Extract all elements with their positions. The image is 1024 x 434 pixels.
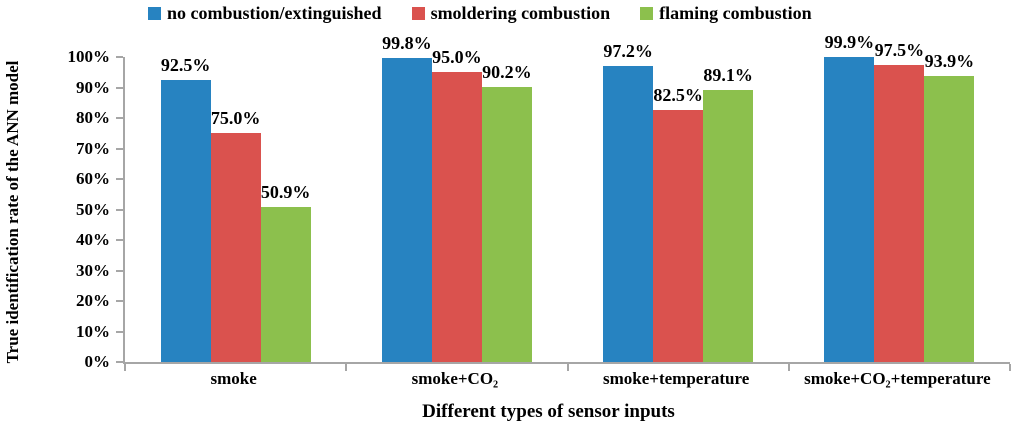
y-tick-label: 90% xyxy=(76,77,110,97)
y-tick-label: 60% xyxy=(76,169,110,188)
y-tick-mark xyxy=(116,147,123,150)
legend-label: flaming combustion xyxy=(659,3,812,23)
y-tick-label: 30% xyxy=(76,260,110,280)
bar-value-label: 99.9% xyxy=(824,32,875,53)
y-tick-mark xyxy=(116,300,123,302)
legend-label: smoldering combustion xyxy=(430,3,611,23)
bar: 99.9% xyxy=(824,32,875,362)
x-axis-category-labels: smoke smoke+CO₂ smoke+temperature smoke+CO₂… xyxy=(123,369,1008,391)
legend-item: smoldering combustion xyxy=(411,3,611,23)
legend-swatch xyxy=(640,6,654,20)
bar: 95.0% xyxy=(431,47,482,362)
legend: no combustion/extinguished smoldering com… xyxy=(148,3,812,23)
x-tick-mark xyxy=(566,364,569,371)
y-tick-mark xyxy=(116,56,123,58)
legend-swatch xyxy=(148,6,161,20)
bar: 99.8% xyxy=(381,33,432,362)
y-tick-label: 10% xyxy=(76,321,110,341)
y-tick-mark xyxy=(116,86,123,89)
y-axis-labels: 0% 10% 20% 30% 40% 50% 60% 70% 80% 90% 100% xyxy=(0,47,111,371)
y-tick-mark xyxy=(116,269,123,272)
bar-group: 97.2% 82.5% 89.1% xyxy=(568,41,789,362)
bar: 90.2% xyxy=(481,62,532,362)
y-tick-label: 40% xyxy=(76,230,110,249)
legend-label: no combustion/extinguished xyxy=(167,3,382,23)
bar-value-label: 93.9% xyxy=(924,50,975,71)
bar-value-label: 97.5% xyxy=(874,39,925,60)
bar: 50.9% xyxy=(260,182,311,362)
legend-swatch xyxy=(411,6,425,20)
bar: 92.5% xyxy=(160,55,211,362)
bar-value-label: 95.0% xyxy=(432,47,482,68)
bar-value-label: 82.5% xyxy=(653,85,703,106)
y-tick-label: 0% xyxy=(84,352,111,371)
bar-value-label: 90.2% xyxy=(482,61,532,82)
y-tick-mark xyxy=(116,208,123,211)
bar: 93.9% xyxy=(924,51,975,362)
bar: 89.1% xyxy=(703,65,754,362)
y-tick-mark xyxy=(116,117,123,119)
category-label: smoke xyxy=(210,369,257,388)
bar: 97.2% xyxy=(603,41,654,362)
y-tick-label: 80% xyxy=(76,108,110,127)
bar-value-label: 99.8% xyxy=(382,32,432,53)
legend-item: flaming combustion xyxy=(640,3,812,23)
y-tick-label: 70% xyxy=(76,138,110,158)
bar: 97.5% xyxy=(874,40,925,362)
bar: 82.5% xyxy=(653,85,704,362)
x-tick-mark xyxy=(787,364,790,371)
y-tick-label: 50% xyxy=(76,199,110,219)
bar-group: 99.8% 95.0% 90.2% xyxy=(346,33,567,362)
category-label: smoke+CO₂ xyxy=(411,369,499,388)
x-tick-mark xyxy=(345,364,348,371)
y-tick-label: 20% xyxy=(76,291,110,310)
bar-value-label: 75.0% xyxy=(210,108,261,129)
y-tick-mark xyxy=(116,239,123,241)
x-axis-title: Different types of sensor inputs xyxy=(422,401,675,422)
bar-groups: 92.5% 75.0% 50.9% 99.8% 95.0% 90.2% 97.2% 82.5%… xyxy=(125,32,1010,362)
bar-group: 92.5% 75.0% 50.9% xyxy=(125,55,346,362)
category-label: smoke+CO₂+temperature xyxy=(804,369,991,388)
legend-item: no combustion/extinguished xyxy=(148,3,382,23)
bar-value-label: 97.2% xyxy=(603,40,653,61)
y-tick-mark xyxy=(116,178,123,180)
bar-value-label: 92.5% xyxy=(160,54,211,75)
bar: 75.0% xyxy=(210,108,261,362)
bar-group: 99.9% 97.5% 93.9% xyxy=(789,32,1010,362)
y-tick-mark xyxy=(116,361,123,363)
y-tick-mark xyxy=(116,330,123,333)
bar-value-label: 89.1% xyxy=(703,65,753,86)
x-tick-mark xyxy=(124,364,126,371)
category-label: smoke+temperature xyxy=(602,369,750,388)
bar-value-label: 50.9% xyxy=(260,181,311,202)
plot-area: 92.5% 75.0% 50.9% 99.8% 95.0% 90.2% 97.2% 82.5%… xyxy=(116,32,1011,371)
y-tick-label: 100% xyxy=(67,47,111,66)
x-tick-mark xyxy=(1009,364,1011,371)
